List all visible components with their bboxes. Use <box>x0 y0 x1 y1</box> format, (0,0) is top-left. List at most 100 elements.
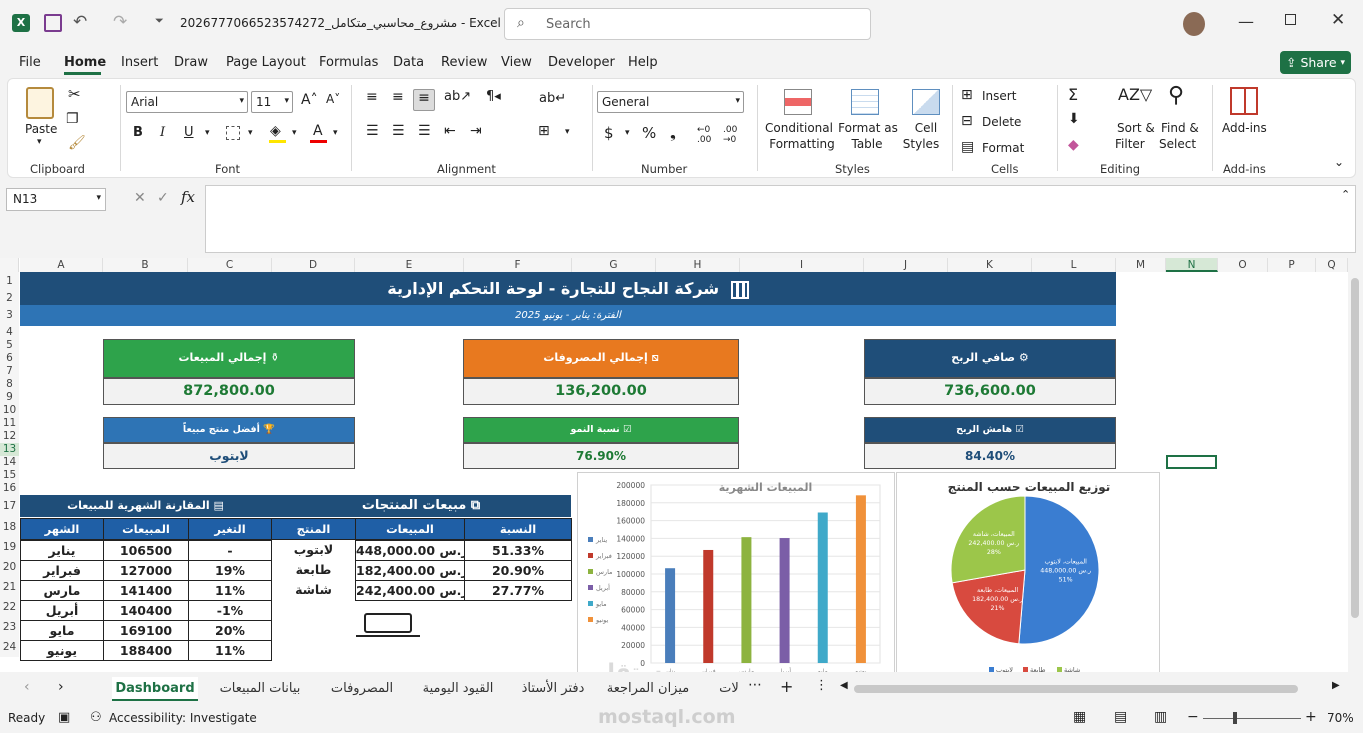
font-size-select[interactable]: 11 ▾ <box>251 91 293 113</box>
minimize-icon[interactable]: — <box>1238 12 1254 31</box>
menu-page-layout[interactable]: Page Layout <box>226 55 306 70</box>
borders-icon[interactable] <box>226 126 240 140</box>
decrease-font-icon[interactable]: A˅ <box>326 92 341 106</box>
decrease-indent-icon[interactable]: ⇤ <box>444 123 456 139</box>
row-header[interactable]: 19 <box>0 537 19 557</box>
menu-review[interactable]: Review <box>441 55 488 70</box>
chevron-down-icon[interactable]: ▾ <box>625 128 630 138</box>
formula-input[interactable] <box>205 185 1356 253</box>
collapse-ribbon-icon[interactable]: ⌄ <box>1334 155 1345 169</box>
horizontal-scroll-thumb[interactable] <box>854 685 1298 693</box>
wrap-text-icon[interactable]: ab↵ <box>539 91 567 106</box>
add-ins-button-label[interactable]: Add-ins <box>1222 121 1267 135</box>
zoom-out-icon[interactable]: − <box>1187 709 1199 725</box>
column-header[interactable]: M <box>1116 258 1166 272</box>
format-cells-label[interactable]: Format <box>982 141 1025 155</box>
sort-filter-label-1[interactable]: Sort & <box>1117 121 1155 135</box>
macro-record-icon[interactable]: ▣ <box>58 710 71 725</box>
cut-icon[interactable]: ✂ <box>68 85 81 103</box>
row-header[interactable]: 22 <box>0 597 19 617</box>
column-header[interactable]: I <box>740 258 864 272</box>
row-header[interactable]: 1 <box>0 272 19 291</box>
vertical-scrollbar[interactable] <box>1348 258 1363 672</box>
select-all-corner[interactable] <box>0 258 19 272</box>
column-header[interactable]: C <box>188 258 272 272</box>
active-cell[interactable] <box>1166 455 1217 469</box>
row-header[interactable]: 20 <box>0 557 19 577</box>
column-header[interactable]: L <box>1032 258 1116 272</box>
currency-icon[interactable]: $ <box>604 124 614 142</box>
column-header[interactable]: F <box>464 258 572 272</box>
copy-icon[interactable]: ❐ <box>66 111 79 127</box>
fill-icon[interactable]: ⬇ <box>1068 111 1080 127</box>
conditional-formatting-label-1[interactable]: Conditional <box>765 121 833 135</box>
align-center-icon[interactable]: ☰ <box>392 123 405 139</box>
menu-data[interactable]: Data <box>393 55 425 70</box>
column-header[interactable]: K <box>948 258 1032 272</box>
tab-journal[interactable]: القيود اليومية <box>422 681 494 696</box>
vertical-scroll-thumb[interactable] <box>1351 278 1359 618</box>
paste-label[interactable]: Paste <box>25 122 58 136</box>
add-ins-icon[interactable] <box>1230 87 1258 115</box>
align-bottom-icon[interactable]: ≡ <box>413 89 435 111</box>
row-header[interactable]: 12 <box>0 430 19 443</box>
menu-developer[interactable]: Developer <box>548 55 615 70</box>
column-header[interactable]: B <box>103 258 188 272</box>
increase-decimal-icon[interactable]: ←0.00 <box>697 125 712 145</box>
delete-cells-icon[interactable]: ⊟ <box>961 113 973 129</box>
row-header[interactable]: 15 <box>0 469 19 482</box>
row-header[interactable]: 24 <box>0 637 19 657</box>
align-top-icon[interactable]: ≡ <box>366 89 378 105</box>
delete-cells-label[interactable]: Delete <box>982 115 1022 129</box>
bold-button[interactable]: B <box>133 125 143 140</box>
increase-indent-icon[interactable]: ⇥ <box>470 123 482 139</box>
row-header[interactable]: 17 <box>0 495 19 517</box>
next-sheet-icon[interactable]: › <box>58 679 64 695</box>
normal-view-icon[interactable]: ▦ <box>1073 709 1087 725</box>
row-header[interactable]: 7 <box>0 365 19 378</box>
find-select-label-1[interactable]: Find & <box>1161 121 1199 135</box>
underline-button[interactable]: U <box>184 125 194 140</box>
cancel-icon[interactable]: ✕ <box>134 190 146 206</box>
format-as-table-icon[interactable] <box>851 89 879 115</box>
increase-font-icon[interactable]: A˄ <box>301 92 318 108</box>
row-header[interactable]: 5 <box>0 339 19 352</box>
monthly-sales-chart[interactable]: 200000 180000 160000 140000 120000 100000 8000… <box>577 472 895 672</box>
scroll-left-icon[interactable]: ◀ <box>840 680 848 691</box>
zoom-slider[interactable] <box>1203 718 1301 719</box>
row-header[interactable]: 6 <box>0 352 19 365</box>
font-color-icon[interactable]: A <box>313 123 323 139</box>
column-header[interactable]: A <box>20 258 103 272</box>
tab-ledger[interactable]: دفتر الأستاذ <box>521 681 585 696</box>
align-right-icon[interactable]: ☰ <box>418 123 431 139</box>
column-header[interactable]: P <box>1268 258 1316 272</box>
row-header[interactable]: 23 <box>0 617 19 637</box>
tab-more[interactable]: لات <box>719 681 739 696</box>
chevron-down-icon[interactable]: ▾ <box>248 128 253 138</box>
zoom-in-icon[interactable]: + <box>1305 709 1317 725</box>
paste-icon[interactable] <box>26 87 54 119</box>
tab-expenses[interactable]: المصروفات <box>330 681 394 696</box>
row-header[interactable]: 2 <box>0 291 19 305</box>
share-button[interactable]: ⇪ Share ▾ <box>1280 51 1351 74</box>
cell-styles-icon[interactable] <box>912 89 940 115</box>
accessibility-icon[interactable]: ⚇ <box>90 710 102 725</box>
rtl-icon[interactable]: ¶◂ <box>486 89 501 104</box>
tab-trial-balance[interactable]: ميزان المراجعة <box>606 681 690 696</box>
format-painter-icon[interactable]: 🖌 <box>68 135 86 151</box>
row-header[interactable]: 8 <box>0 378 19 391</box>
undo-icon[interactable]: ↶ <box>73 12 88 32</box>
horizontal-scrollbar[interactable]: ◀ ▶ <box>840 680 1345 696</box>
fill-color-icon[interactable]: ◈ <box>270 123 281 139</box>
column-header[interactable]: J <box>864 258 948 272</box>
column-header[interactable]: Q <box>1316 258 1348 272</box>
number-format-select[interactable]: General ▾ <box>597 91 744 113</box>
merge-center-icon[interactable]: ⊞ <box>538 123 550 139</box>
menu-help[interactable]: Help <box>628 55 658 70</box>
percent-icon[interactable]: % <box>642 124 657 142</box>
autosum-icon[interactable]: Σ <box>1068 85 1079 104</box>
chevron-down-icon[interactable]: ▾ <box>37 137 42 147</box>
zoom-slider-thumb[interactable] <box>1233 712 1237 724</box>
find-select-label-2[interactable]: Select <box>1159 137 1197 151</box>
